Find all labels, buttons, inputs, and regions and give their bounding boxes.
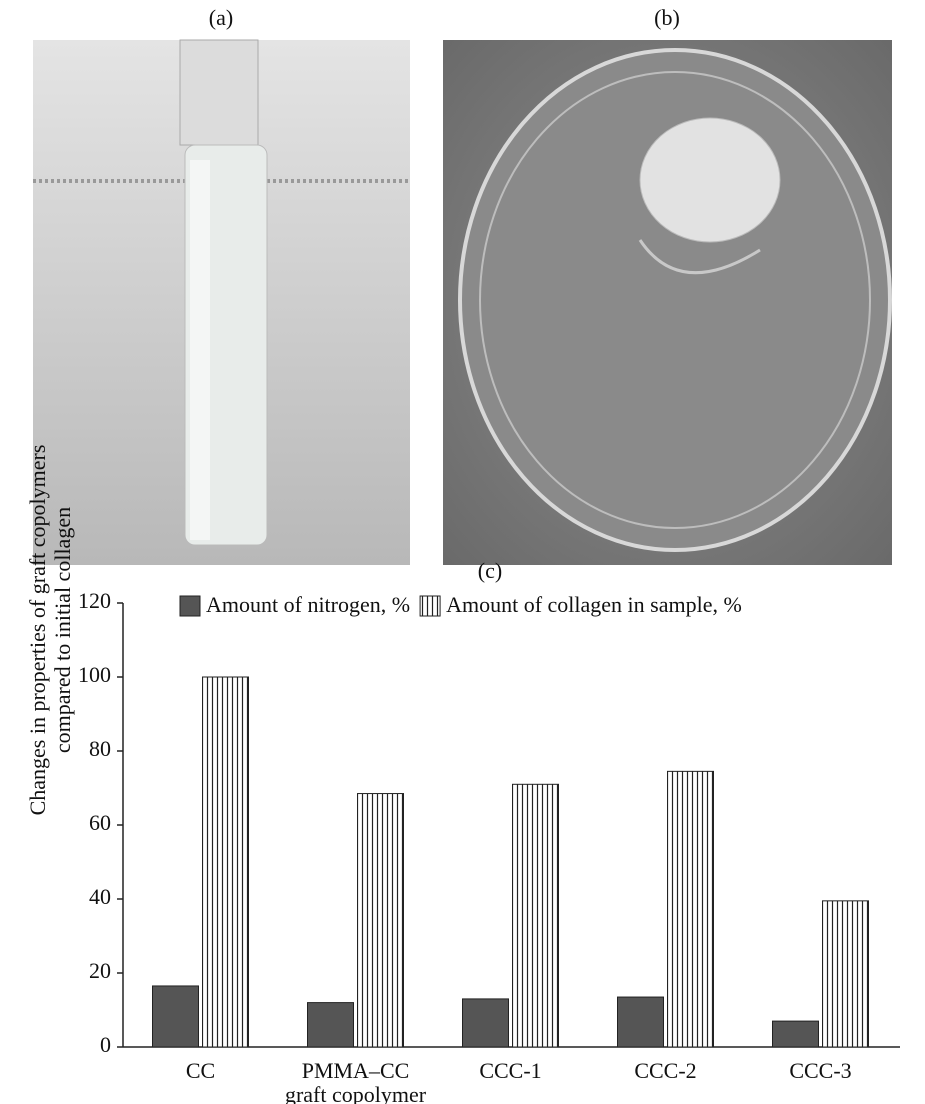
bar xyxy=(668,771,714,1047)
x-tick-label: PMMA–CC graft copolymer xyxy=(281,1059,431,1104)
chart-title: (c) xyxy=(478,558,502,583)
y-axis-label: Changes in properties of graft copolymer… xyxy=(25,410,75,850)
bar xyxy=(618,997,664,1047)
panel-label: (a) xyxy=(209,5,233,30)
x-tick-label: CC xyxy=(126,1059,276,1083)
y-tick-label: 60 xyxy=(89,810,111,835)
x-tick-label: CCC-3 xyxy=(746,1059,896,1083)
bar xyxy=(153,986,199,1047)
photo-b xyxy=(443,40,892,565)
photo-a xyxy=(33,40,410,565)
y-tick-label: 100 xyxy=(78,662,111,687)
x-tick-label: CCC-1 xyxy=(436,1059,586,1083)
legend-label: Amount of collagen in sample, % xyxy=(446,592,742,617)
y-tick-label: 40 xyxy=(89,884,111,909)
chart: (a) (b) (c) 0 20 40 60 80 100 120 Amount of nit… xyxy=(0,0,925,1104)
bar xyxy=(203,677,249,1047)
legend-swatch xyxy=(180,596,200,616)
bar xyxy=(463,999,509,1047)
figure: (a) (b) (c) 0 20 40 60 80 100 120 Amount of nit… xyxy=(0,0,925,1104)
bar xyxy=(773,1021,819,1047)
x-tick-label: CCC-2 xyxy=(591,1059,741,1083)
panel-label: (b) xyxy=(654,5,680,30)
y-tick-label: 120 xyxy=(78,588,111,613)
bar xyxy=(358,794,404,1047)
y-tick-label: 0 xyxy=(100,1032,111,1057)
legend-label: Amount of nitrogen, % xyxy=(206,592,410,617)
y-tick-label: 20 xyxy=(89,958,111,983)
legend-swatch xyxy=(420,596,440,616)
bar xyxy=(823,901,869,1047)
bar xyxy=(308,1003,354,1047)
bar xyxy=(513,784,559,1047)
y-tick-label: 80 xyxy=(89,736,111,761)
